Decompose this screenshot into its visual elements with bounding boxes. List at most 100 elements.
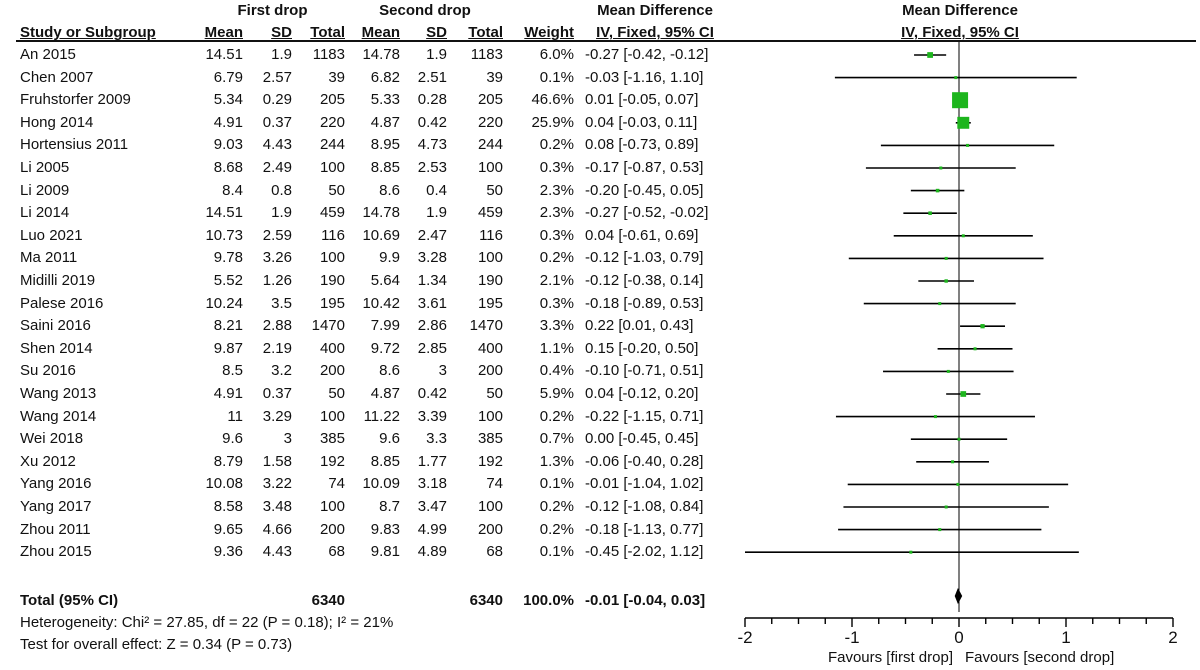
mean1-cell: 14.51 bbox=[205, 46, 243, 63]
total1-cell: 100 bbox=[319, 159, 345, 176]
sd2-cell: 3.3 bbox=[426, 430, 447, 448]
heterogeneity-text: Heterogeneity: Chi² = 27.85, df = 22 (P … bbox=[20, 614, 394, 631]
total2-cell: 100 bbox=[477, 249, 503, 267]
study-name: Palese 2016 bbox=[20, 294, 104, 312]
ci-cell: -0.01 [-1.04, 1.02] bbox=[585, 475, 704, 493]
plot-method-header: IV, Fixed, 95% CI bbox=[901, 24, 1019, 41]
group1-header: First drop bbox=[237, 2, 308, 19]
study-name: Luo 2021 bbox=[20, 226, 83, 244]
mean2-cell: 6.82 bbox=[370, 68, 400, 86]
study-name: Hortensius 2011 bbox=[20, 136, 129, 154]
mean1-cell: 9.78 bbox=[213, 249, 243, 267]
sd2-cell: 0.28 bbox=[417, 91, 447, 109]
weight-cell: 1.1% bbox=[539, 339, 574, 357]
sd2-cell: 3.61 bbox=[417, 294, 447, 312]
study-marker bbox=[966, 143, 970, 147]
col-mean2-header: Mean bbox=[361, 24, 400, 41]
study-marker bbox=[944, 505, 948, 509]
study-marker bbox=[938, 528, 942, 532]
ci-cell: -0.20 [-0.45, 0.05] bbox=[585, 181, 704, 199]
mean2-cell: 4.87 bbox=[370, 385, 400, 402]
mean2-cell: 11.22 bbox=[363, 407, 400, 425]
sd1-cell: 4.66 bbox=[262, 520, 292, 538]
mean2-cell: 8.95 bbox=[370, 136, 400, 154]
ci-cell: 0.08 [-0.73, 0.89] bbox=[585, 136, 699, 154]
total-n1: 6340 bbox=[311, 592, 345, 609]
sd1-cell: 3.26 bbox=[262, 249, 292, 267]
plot-header: Mean Difference bbox=[902, 2, 1018, 19]
weight-cell: 3.3% bbox=[539, 317, 574, 335]
ci-cell: 0.04 [-0.61, 0.69] bbox=[585, 226, 699, 244]
sd1-cell: 3.5 bbox=[271, 294, 292, 312]
mean1-cell: 8.4 bbox=[222, 181, 243, 199]
sd2-cell: 4.73 bbox=[417, 136, 447, 154]
sd1-cell: 1.9 bbox=[271, 46, 292, 63]
ci-cell: 0.15 [-0.20, 0.50] bbox=[585, 339, 699, 357]
mean2-cell: 14.78 bbox=[362, 204, 400, 222]
col-sd2-header: SD bbox=[426, 24, 447, 41]
sd2-cell: 0.4 bbox=[426, 181, 447, 199]
study-name: Shen 2014 bbox=[20, 339, 93, 357]
sd1-cell: 2.19 bbox=[262, 339, 292, 357]
mean2-cell: 5.33 bbox=[370, 91, 400, 109]
ci-cell: 0.01 [-0.05, 0.07] bbox=[585, 91, 699, 109]
md-header: Mean Difference bbox=[597, 2, 713, 19]
mean2-cell: 10.09 bbox=[362, 475, 400, 493]
sd2-cell: 2.86 bbox=[417, 317, 447, 335]
ci-cell: 0.00 [-0.45, 0.45] bbox=[585, 430, 699, 448]
study-name: Li 2009 bbox=[20, 181, 70, 199]
ci-cell: -0.45 [-2.02, 1.12] bbox=[585, 543, 704, 561]
weight-cell: 46.6% bbox=[531, 91, 574, 109]
sd1-cell: 3 bbox=[283, 430, 292, 448]
ci-cell: 0.04 [-0.12, 0.20] bbox=[585, 385, 699, 402]
study-marker bbox=[973, 347, 977, 351]
mean2-cell: 9.6 bbox=[379, 430, 400, 448]
mean1-cell: 11 bbox=[227, 407, 243, 425]
sd1-cell: 0.8 bbox=[271, 181, 292, 199]
ci-cell: -0.10 [-0.71, 0.51] bbox=[585, 362, 704, 380]
weight-cell: 0.2% bbox=[539, 407, 574, 425]
weight-cell: 5.9% bbox=[539, 385, 574, 402]
total2-cell: 200 bbox=[477, 520, 503, 538]
study-name: Midilli 2019 bbox=[20, 272, 96, 289]
sd2-cell: 3.39 bbox=[417, 407, 447, 425]
total2-cell: 1470 bbox=[469, 317, 503, 335]
mean1-cell: 9.03 bbox=[213, 136, 243, 154]
mean2-cell: 9.81 bbox=[370, 543, 400, 561]
mean1-cell: 9.65 bbox=[213, 520, 243, 538]
sd1-cell: 2.57 bbox=[262, 68, 292, 86]
mean2-cell: 8.7 bbox=[379, 498, 400, 515]
weight-cell: 0.3% bbox=[539, 294, 574, 312]
study-name: Yang 2017 bbox=[20, 498, 92, 515]
total1-cell: 190 bbox=[319, 272, 345, 289]
study-marker bbox=[951, 460, 955, 464]
sd2-cell: 2.51 bbox=[417, 68, 447, 86]
total2-cell: 100 bbox=[477, 159, 503, 176]
total1-cell: 100 bbox=[319, 407, 345, 425]
total2-cell: 190 bbox=[477, 272, 503, 289]
study-marker bbox=[944, 256, 948, 260]
col-total2-header: Total bbox=[468, 24, 503, 41]
ci-cell: -0.06 [-0.40, 0.28] bbox=[585, 452, 704, 470]
ci-cell: -0.03 [-1.16, 1.10] bbox=[585, 68, 704, 86]
total1-cell: 1470 bbox=[311, 317, 345, 335]
ci-cell: -0.27 [-0.52, -0.02] bbox=[585, 204, 709, 222]
total1-cell: 100 bbox=[319, 498, 345, 515]
study-name: Hong 2014 bbox=[20, 113, 94, 131]
mean1-cell: 10.08 bbox=[205, 475, 243, 493]
mean1-cell: 5.52 bbox=[213, 272, 243, 289]
study-name: Wei 2018 bbox=[20, 430, 84, 448]
total2-cell: 1183 bbox=[470, 46, 503, 63]
mean1-cell: 8.58 bbox=[213, 498, 243, 515]
mean2-cell: 9.9 bbox=[379, 249, 400, 267]
favours-left-label: Favours [first drop] bbox=[828, 649, 953, 666]
study-marker bbox=[960, 391, 967, 397]
sd1-cell: 0.37 bbox=[262, 385, 292, 402]
total1-cell: 50 bbox=[328, 181, 345, 199]
sd2-cell: 3 bbox=[438, 362, 447, 380]
weight-cell: 2.1% bbox=[539, 272, 574, 289]
sd1-cell: 4.43 bbox=[262, 543, 292, 561]
study-marker bbox=[980, 324, 985, 329]
study-marker bbox=[927, 52, 933, 58]
mean2-cell: 10.42 bbox=[362, 294, 400, 312]
